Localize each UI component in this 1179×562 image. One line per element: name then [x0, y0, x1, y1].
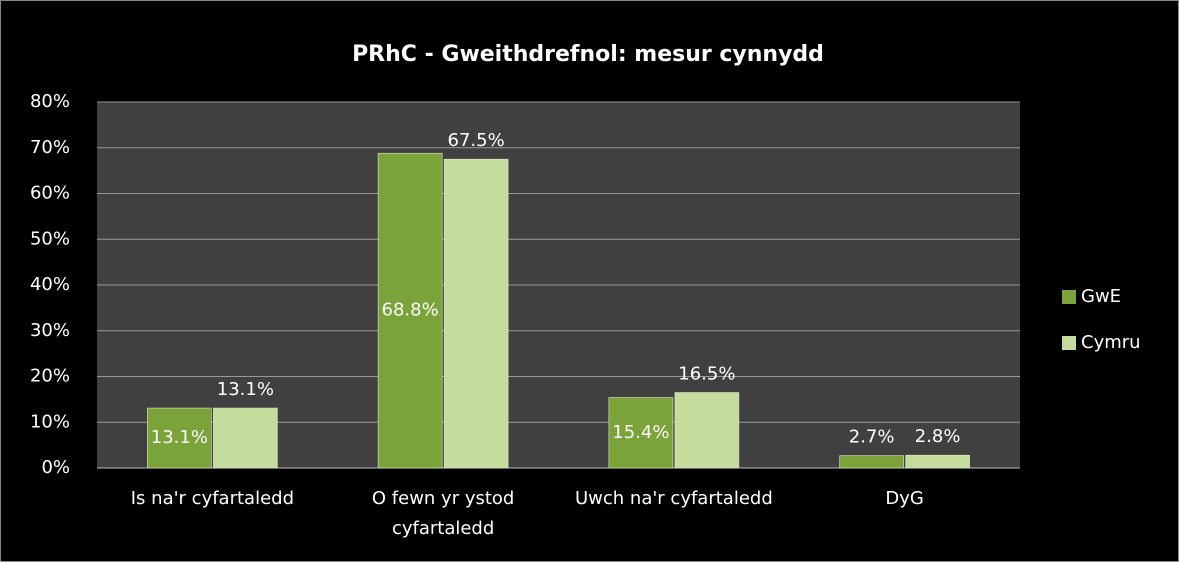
- y-tick-label: 70%: [30, 137, 70, 158]
- legend-swatch: [1062, 290, 1076, 304]
- bar: [839, 455, 904, 469]
- x-tick-label: O fewn yr ystod cyfartaledd: [371, 488, 515, 539]
- y-tick-label: 30%: [30, 320, 70, 341]
- bar: [905, 454, 970, 469]
- x-tick-label: DyG: [885, 488, 924, 509]
- data-label: 68.8%: [382, 300, 439, 321]
- bar: [147, 407, 212, 469]
- y-tick-label: 50%: [30, 228, 70, 249]
- chart-title: PRhC - Gweithdrefnol: mesur cynnydd: [352, 42, 824, 67]
- data-label: 15.4%: [612, 422, 669, 443]
- bar: [377, 152, 443, 469]
- data-label: 67.5%: [448, 130, 505, 151]
- y-tick-label: 0%: [41, 457, 70, 478]
- y-tick-label: 60%: [30, 183, 70, 204]
- y-tick-label: 80%: [30, 91, 70, 112]
- legend-swatch: [1062, 336, 1076, 350]
- bar: [608, 397, 674, 469]
- bar: [443, 158, 509, 469]
- data-label: 2.7%: [849, 427, 895, 448]
- legend-label: Cymru: [1081, 332, 1141, 353]
- y-tick-label: 40%: [30, 274, 70, 295]
- bar: [213, 407, 278, 469]
- data-label: 13.1%: [217, 379, 274, 400]
- legend-label: GwE: [1081, 286, 1121, 307]
- data-label: 16.5%: [678, 364, 735, 385]
- data-label: 13.1%: [151, 427, 208, 448]
- x-tick-label: Uwch na'r cyfartaledd: [574, 488, 773, 509]
- data-label: 2.8%: [915, 426, 961, 447]
- x-tick-label: Is na'r cyfartaledd: [130, 488, 294, 509]
- y-tick-label: 10%: [30, 411, 70, 432]
- y-tick-label: 20%: [30, 366, 70, 387]
- bar: [674, 392, 740, 469]
